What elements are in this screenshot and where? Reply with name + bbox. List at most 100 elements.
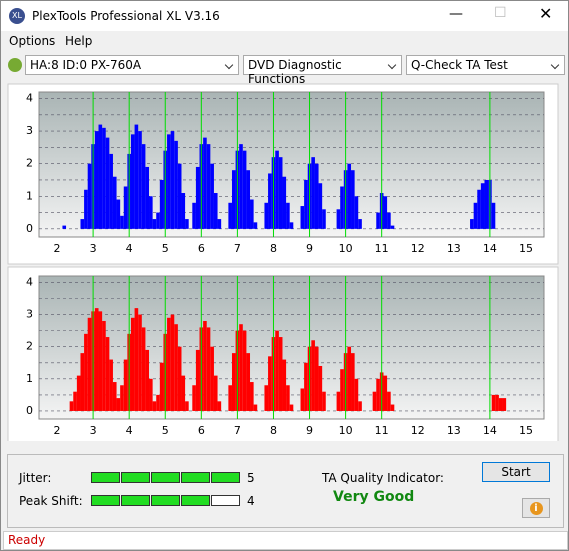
- histogram-bar: [192, 202, 196, 229]
- histogram-bar: [495, 394, 499, 411]
- histogram-bar: [138, 314, 142, 411]
- close[interactable]: ✕: [539, 4, 553, 23]
- histogram-bar: [387, 212, 391, 229]
- info-button[interactable]: i: [522, 498, 550, 518]
- histogram-bar: [120, 385, 124, 411]
- histogram-bar: [300, 206, 305, 229]
- histogram-bar: [116, 199, 121, 229]
- meter-segment: [181, 495, 210, 506]
- x-tick-label: 6: [198, 424, 205, 437]
- x-tick-label: 14: [483, 424, 497, 437]
- histogram-bar: [347, 346, 352, 411]
- histogram-bar: [491, 202, 496, 229]
- x-tick-label: 13: [447, 424, 461, 437]
- histogram-bar: [177, 163, 182, 229]
- x-tick-label: 8: [270, 242, 277, 255]
- histogram-bar: [275, 330, 279, 411]
- x-tick-label: 10: [339, 242, 353, 255]
- histogram-bar: [217, 401, 222, 411]
- histogram-bar: [300, 388, 305, 411]
- histogram-bar: [314, 346, 319, 411]
- y-tick-label: 3: [26, 308, 33, 321]
- x-tick-label: 12: [411, 424, 425, 437]
- x-tick-label: 4: [126, 424, 133, 437]
- histogram-bar: [145, 166, 150, 229]
- x-tick-label: 3: [90, 424, 97, 437]
- histogram-bar: [304, 179, 308, 229]
- histogram-bar: [109, 359, 113, 411]
- x-tick-label: 5: [162, 242, 169, 255]
- histogram-bar: [80, 353, 85, 411]
- histogram-bar: [123, 359, 128, 411]
- histogram-bar: [311, 157, 315, 229]
- histogram-bar: [250, 382, 254, 411]
- histogram-bar: [195, 166, 200, 229]
- histogram-bar: [192, 385, 196, 411]
- histogram-bar: [470, 219, 474, 229]
- histogram-bar: [206, 144, 211, 229]
- histogram-bar: [112, 382, 117, 411]
- histogram-bar: [87, 317, 92, 411]
- test-select[interactable]: Q-Check TA Test: [406, 55, 565, 75]
- histogram-bar: [185, 401, 189, 411]
- histogram-bar: [170, 131, 175, 229]
- histogram-bar: [239, 144, 243, 229]
- minimize[interactable]: —: [449, 6, 463, 22]
- histogram-bar: [253, 404, 258, 411]
- histogram-bar: [213, 375, 218, 411]
- histogram-bar: [98, 311, 103, 411]
- menu-item[interactable]: Options: [9, 34, 56, 48]
- histogram-bar: [217, 219, 222, 229]
- histogram-bar: [159, 179, 164, 229]
- histogram-bar: [264, 385, 269, 411]
- histogram-bar: [181, 375, 186, 411]
- histogram-bar: [73, 391, 77, 411]
- histogram-bar: [304, 362, 308, 411]
- x-tick-label: 7: [234, 424, 241, 437]
- x-tick-label: 2: [54, 242, 61, 255]
- histogram-bar: [318, 183, 323, 229]
- histogram-bar: [69, 401, 74, 411]
- histogram-bar: [213, 193, 218, 229]
- histogram-bar: [358, 219, 362, 229]
- histogram-bar: [134, 308, 139, 411]
- jitter-label: Jitter:: [19, 471, 52, 485]
- histogram-bar: [102, 320, 106, 411]
- histogram-bar: [390, 404, 395, 411]
- histogram-bar: [123, 186, 128, 229]
- histogram-bar: [282, 359, 287, 411]
- histogram-bar: [498, 398, 503, 411]
- histogram-bar: [156, 212, 160, 229]
- histogram-bar: [278, 157, 283, 229]
- histogram-bar: [354, 196, 359, 229]
- y-tick-label: 3: [26, 124, 33, 137]
- function-select[interactable]: DVD Diagnostic Functions: [243, 55, 402, 86]
- histogram-bar: [242, 150, 247, 229]
- start-button[interactable]: Start: [482, 462, 550, 482]
- y-tick-label: 0: [26, 404, 33, 417]
- histogram-bar: [109, 153, 113, 229]
- histogram-bar: [289, 222, 294, 229]
- histogram-bar: [177, 346, 182, 411]
- histogram-bar: [322, 209, 326, 229]
- histogram-bar: [340, 186, 344, 229]
- histogram-bar: [383, 196, 388, 229]
- histogram-bar: [322, 391, 326, 411]
- histogram-bar: [145, 349, 150, 411]
- histogram-bar: [264, 202, 269, 229]
- histogram-bar: [351, 353, 355, 411]
- histogram-bar: [149, 196, 153, 229]
- x-tick-label: 11: [375, 242, 389, 255]
- y-tick-label: 1: [26, 189, 33, 202]
- x-tick-label: 11: [375, 424, 389, 437]
- ta-label: TA Quality Indicator:: [322, 471, 444, 485]
- histogram-bar: [376, 378, 380, 411]
- menu-item[interactable]: Help: [65, 34, 93, 48]
- drive-select[interactable]: HA:8 ID:0 PX-760A: [25, 55, 239, 75]
- histogram-bar: [387, 391, 391, 411]
- maximize[interactable]: ☐: [494, 5, 507, 21]
- x-tick-label: 12: [411, 242, 425, 255]
- histogram-bar: [253, 222, 258, 229]
- histogram-bar: [167, 134, 171, 229]
